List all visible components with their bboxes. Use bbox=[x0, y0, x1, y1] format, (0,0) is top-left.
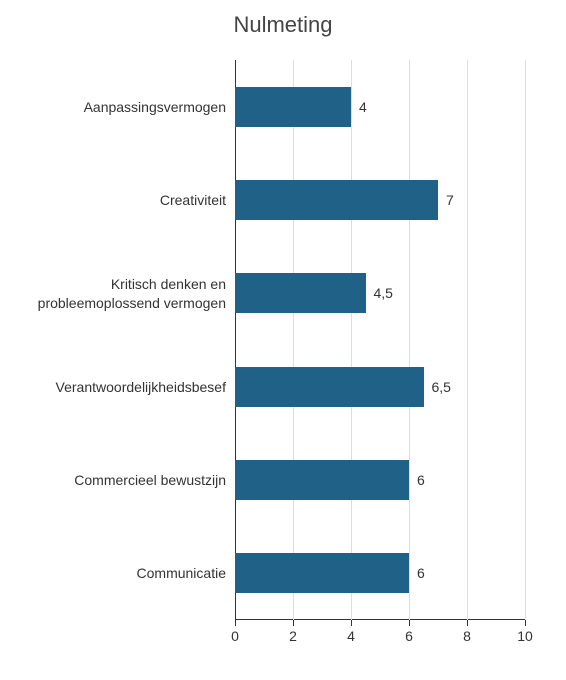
bar-value-label: 7 bbox=[438, 180, 454, 220]
bar-value-label: 6 bbox=[409, 553, 425, 593]
bar-value-label: 6,5 bbox=[424, 367, 451, 407]
bar bbox=[235, 180, 438, 220]
gridline bbox=[525, 60, 526, 620]
x-tick-label: 8 bbox=[455, 628, 479, 644]
y-category-label: Kritisch denken en probleemoplossend ver… bbox=[11, 275, 226, 311]
nulmeting-chart: Nulmeting 4 7 4,5 6,5 6 6 0 2 4 6 8 10 Aanpassingsv… bbox=[0, 0, 566, 680]
gridline bbox=[409, 60, 410, 620]
chart-title: Nulmeting bbox=[0, 12, 566, 38]
y-category-label: Aanpassingsvermogen bbox=[11, 98, 226, 116]
bar bbox=[235, 460, 409, 500]
x-tick-label: 10 bbox=[513, 628, 537, 644]
y-axis-line bbox=[235, 60, 236, 620]
y-category-label: Communicatie bbox=[11, 564, 226, 582]
x-tick bbox=[525, 620, 526, 626]
x-tick bbox=[467, 620, 468, 626]
x-tick bbox=[293, 620, 294, 626]
plot-area: 4 7 4,5 6,5 6 6 bbox=[235, 60, 525, 620]
gridline bbox=[351, 60, 352, 620]
x-axis-line bbox=[235, 619, 525, 620]
x-tick bbox=[235, 620, 236, 626]
x-tick-label: 6 bbox=[397, 628, 421, 644]
y-category-label: Creativiteit bbox=[11, 191, 226, 209]
y-category-label: Verantwoordelijkheidsbesef bbox=[11, 378, 226, 396]
bar bbox=[235, 273, 366, 313]
bar-value-label: 4 bbox=[351, 87, 367, 127]
x-tick-label: 4 bbox=[339, 628, 363, 644]
bar bbox=[235, 367, 424, 407]
x-tick-label: 0 bbox=[223, 628, 247, 644]
x-tick bbox=[409, 620, 410, 626]
y-category-label: Commercieel bewustzijn bbox=[11, 471, 226, 489]
bar-value-label: 4,5 bbox=[366, 273, 393, 313]
bar-value-label: 6 bbox=[409, 460, 425, 500]
gridline bbox=[467, 60, 468, 620]
bar bbox=[235, 553, 409, 593]
x-tick bbox=[351, 620, 352, 626]
x-tick-label: 2 bbox=[281, 628, 305, 644]
bar bbox=[235, 87, 351, 127]
gridline bbox=[293, 60, 294, 620]
